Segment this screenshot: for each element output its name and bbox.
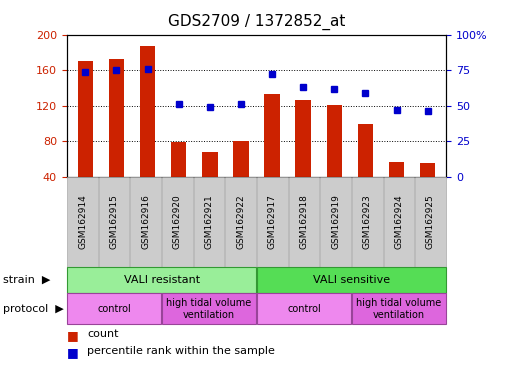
Text: control: control <box>287 304 321 314</box>
Text: high tidal volume
ventilation: high tidal volume ventilation <box>356 298 442 319</box>
Bar <box>389 162 404 177</box>
Text: control: control <box>97 304 131 314</box>
Text: GSM162914: GSM162914 <box>78 194 87 249</box>
Text: GSM162917: GSM162917 <box>268 194 277 249</box>
Bar <box>233 141 249 177</box>
Bar <box>358 124 373 177</box>
Text: ■: ■ <box>67 346 78 359</box>
Bar <box>171 142 187 177</box>
Text: GSM162916: GSM162916 <box>141 194 150 249</box>
Text: GSM162921: GSM162921 <box>205 194 213 249</box>
Text: VALI resistant: VALI resistant <box>124 275 200 285</box>
Bar <box>202 152 218 177</box>
Text: high tidal volume
ventilation: high tidal volume ventilation <box>166 298 252 319</box>
Bar <box>109 60 124 177</box>
Text: GSM162920: GSM162920 <box>173 194 182 249</box>
Bar <box>140 46 155 177</box>
Text: ■: ■ <box>67 329 78 342</box>
Text: GSM162924: GSM162924 <box>394 194 403 249</box>
Text: VALI sensitive: VALI sensitive <box>313 275 390 285</box>
Bar <box>420 163 436 177</box>
Text: GSM162918: GSM162918 <box>300 194 308 249</box>
Text: GSM162915: GSM162915 <box>110 194 119 249</box>
Bar <box>295 100 311 177</box>
Text: GDS2709 / 1372852_at: GDS2709 / 1372852_at <box>168 13 345 30</box>
Text: GSM162922: GSM162922 <box>236 194 245 249</box>
Text: strain  ▶: strain ▶ <box>3 275 50 285</box>
Text: percentile rank within the sample: percentile rank within the sample <box>87 346 275 356</box>
Text: count: count <box>87 329 119 339</box>
Text: protocol  ▶: protocol ▶ <box>3 304 63 314</box>
Text: GSM162923: GSM162923 <box>363 194 372 249</box>
Bar <box>264 94 280 177</box>
Bar <box>77 61 93 177</box>
Text: GSM162919: GSM162919 <box>331 194 340 249</box>
Bar <box>326 105 342 177</box>
Text: GSM162925: GSM162925 <box>426 194 435 249</box>
